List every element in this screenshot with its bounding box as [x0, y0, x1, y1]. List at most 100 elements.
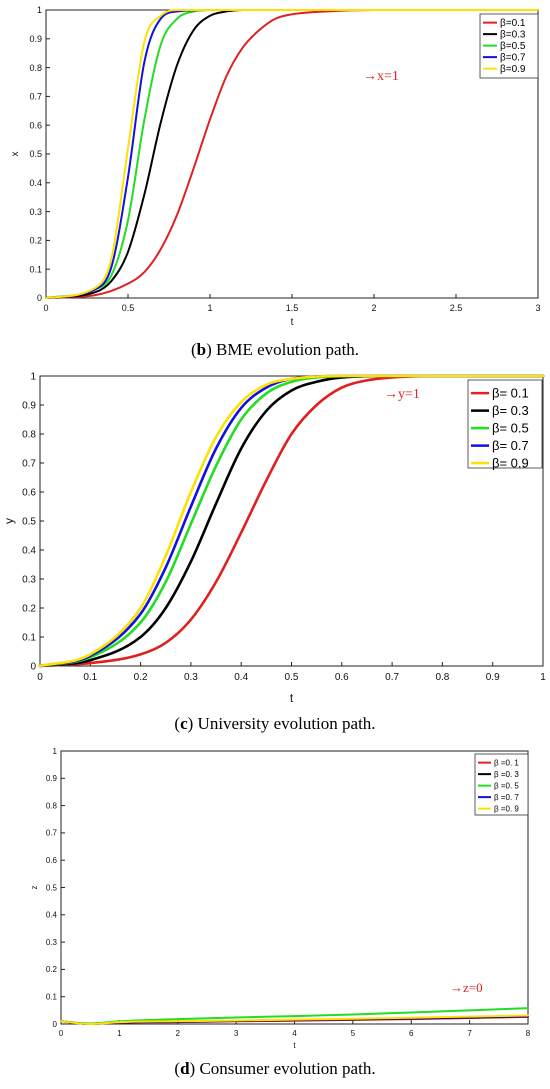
y-tick-label: 0.7 [22, 459, 36, 470]
legend-label: β= 0.3 [492, 403, 529, 418]
legend-label: β =0. 9 [494, 804, 519, 813]
x-tick-label: 0 [37, 672, 43, 683]
legend-label: β =0. 3 [494, 770, 519, 779]
x-tick-label: 0.4 [234, 672, 248, 683]
plot-area [39, 375, 544, 667]
x-tick-label: 3 [535, 303, 540, 313]
legend-label: β= 0.7 [492, 438, 529, 453]
y-tick-label: 1 [37, 5, 42, 15]
y-tick-label: 0 [30, 662, 36, 673]
series-line [45, 8, 539, 299]
university-caption: (c) University evolution path. [174, 714, 376, 733]
x-tick-label: 1 [117, 1029, 122, 1038]
y-tick-label: 1 [53, 747, 58, 756]
y-tick-label: 0.8 [29, 63, 42, 73]
legend-label: β =0. 7 [494, 793, 519, 802]
y-tick-label: 0.5 [22, 517, 36, 528]
y-tick-label: 0.6 [29, 120, 42, 130]
x-tick-label: 0.7 [385, 672, 399, 683]
x-tick-label: 0.5 [285, 672, 299, 683]
y-tick-label: 0.4 [46, 911, 58, 920]
equilibrium-annotation: →x=1 [363, 69, 399, 84]
x-tick-label: 5 [351, 1029, 356, 1038]
consumer-evolution-chart: 0 1 2 3 4 5 6 7 8 0 0.1 0.2 0.3 0.4 0.5 0.6 0.7 0.8 0.9 1 t z… [30, 747, 531, 1050]
y-tick-label: 1 [30, 372, 36, 383]
legend-box [474, 753, 529, 816]
x-tick-label: 8 [526, 1029, 531, 1038]
y-axis-label: y [2, 518, 16, 524]
series-line [38, 374, 545, 668]
x-tick-label: 2.5 [450, 303, 463, 313]
y-tick-label: 0.9 [22, 401, 36, 412]
x-tick-label: 0.1 [83, 672, 97, 683]
legend-label: β =0. 5 [494, 781, 519, 790]
y-tick-label: 0.2 [29, 236, 42, 246]
legend-label: β =0. 1 [494, 758, 519, 767]
y-axis-label: z [30, 886, 39, 890]
series-line [45, 8, 539, 299]
y-tick-label: 0 [37, 293, 42, 303]
x-tick-label: 1 [207, 303, 212, 313]
x-tick-label: 0.3 [184, 672, 198, 683]
y-tick-label: 0.8 [22, 430, 36, 441]
y-tick-label: 0.9 [46, 774, 58, 783]
x-tick-label: 7 [467, 1029, 472, 1038]
x-tick-label: 1 [540, 672, 546, 683]
legend-box [479, 13, 539, 79]
legend-box [467, 379, 543, 469]
y-tick-label: 0.3 [46, 938, 58, 947]
x-axis-label: t [290, 691, 294, 705]
y-tick-label: 0.6 [22, 488, 36, 499]
x-tick-label: 2 [371, 303, 376, 313]
series-line [38, 374, 545, 668]
legend-label: β=0.1 [500, 18, 526, 29]
bme-evolution-chart: 0 0.5 1 1.5 2 2.5 3 0 0.1 0.2 0.3 0.4 0.5 0.6 0.7 0.8 0.… [10, 5, 541, 328]
x-tick-label: 0.6 [335, 672, 349, 683]
y-tick-label: 0.5 [29, 149, 42, 159]
x-tick-label: 1.5 [286, 303, 299, 313]
y-tick-label: 0.4 [29, 178, 42, 188]
x-tick-label: 2 [176, 1029, 181, 1038]
y-tick-label: 0.5 [46, 883, 58, 892]
legend-label: β=0.3 [500, 30, 526, 41]
series-line [60, 1014, 529, 1025]
plot-area [60, 750, 529, 1025]
x-tick-label: 3 [234, 1029, 239, 1038]
y-tick-label: 0.4 [22, 546, 36, 557]
y-tick-label: 0.8 [46, 801, 58, 810]
x-tick-label: 4 [292, 1029, 297, 1038]
y-tick-label: 0.7 [29, 92, 42, 102]
y-tick-label: 0.2 [46, 965, 58, 974]
bme-caption: (b) BME evolution path. [190, 340, 360, 359]
y-tick-label: 0.9 [29, 34, 42, 44]
equilibrium-annotation: →z=0 [450, 980, 483, 995]
x-tick-label: 0.5 [122, 303, 135, 313]
legend-label: β=0.5 [500, 41, 526, 52]
legend-label: β= 0.9 [492, 456, 529, 471]
y-tick-label: 0.3 [22, 575, 36, 586]
y-axis-label: x [10, 152, 21, 157]
consumer-caption: (d) Consumer evolution path. [174, 1059, 376, 1078]
y-tick-label: 0.1 [46, 993, 58, 1002]
legend-label: β= 0.5 [492, 421, 529, 436]
x-tick-label: 0 [59, 1029, 64, 1038]
y-tick-label: 0 [53, 1020, 58, 1029]
y-tick-label: 0.1 [29, 264, 42, 274]
x-tick-label: 0.9 [486, 672, 500, 683]
y-tick-label: 0.2 [22, 604, 36, 615]
x-axis-label: t [291, 317, 294, 328]
y-tick-label: 0.7 [46, 829, 58, 838]
y-tick-label: 0.3 [29, 207, 42, 217]
y-tick-label: 0.6 [46, 856, 58, 865]
legend-label: β=0.9 [500, 64, 526, 75]
x-tick-label: 6 [409, 1029, 414, 1038]
x-tick-label: 0 [43, 303, 48, 313]
legend-label: β=0.7 [500, 53, 526, 64]
legend-label: β= 0.1 [492, 386, 529, 401]
x-tick-label: 0.8 [435, 672, 449, 683]
university-evolution-chart: 0 0.1 0.2 0.3 0.4 0.5 0.6 0.7 0.8 0.9 1 0 0.1 0.2 0.3 0… [2, 372, 546, 706]
equilibrium-annotation: →y=1 [384, 387, 420, 402]
x-axis-label: t [293, 1041, 296, 1050]
x-tick-label: 0.2 [134, 672, 148, 683]
y-tick-label: 0.1 [22, 633, 36, 644]
